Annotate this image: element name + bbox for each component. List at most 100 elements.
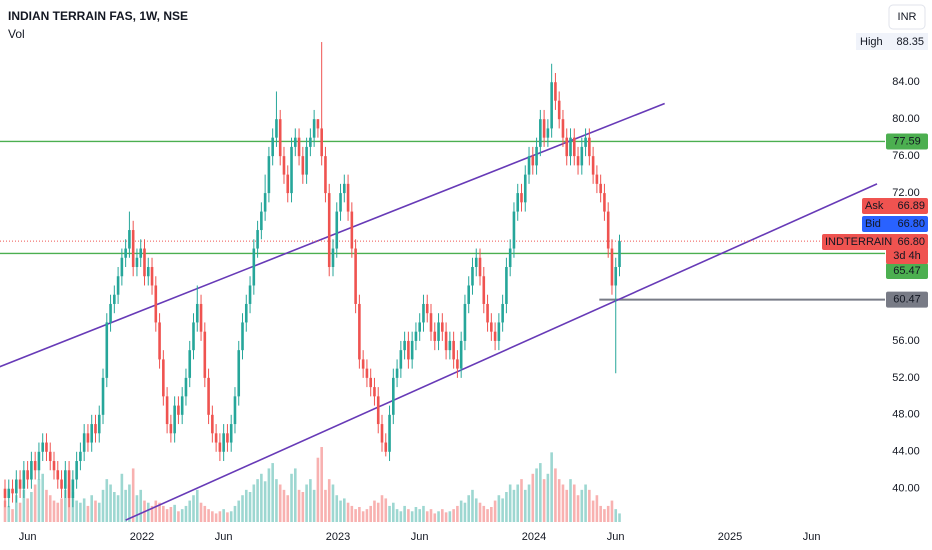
candle-body (316, 119, 320, 129)
volume-bar (56, 502, 60, 522)
volume-bar (542, 479, 546, 522)
x-tick-label: Jun (215, 531, 233, 543)
candle-body (282, 156, 286, 175)
plot-area (0, 42, 885, 522)
candle-body (143, 248, 146, 277)
candle-body (60, 479, 63, 489)
volume-bar (248, 492, 252, 522)
candle-body (75, 461, 78, 480)
candle-body (45, 442, 48, 452)
volume-bar (373, 500, 376, 522)
candle-body (94, 424, 97, 434)
volume-bar (331, 484, 335, 522)
candle-body (380, 424, 384, 443)
volume-bar (226, 512, 229, 522)
candle-body (410, 340, 414, 360)
volume-bar (369, 505, 372, 522)
candle-body (343, 183, 346, 194)
volume-bar (45, 489, 48, 522)
x-tick-label: 2025 (718, 531, 742, 543)
y-tick-label: 84.00 (892, 76, 920, 88)
candle-body (497, 322, 501, 341)
countdown-tag (886, 248, 928, 264)
volume-bar (211, 511, 214, 522)
candle-body (195, 303, 199, 323)
price-tag-label: 77.59 (893, 135, 921, 147)
candle-body (444, 331, 448, 351)
candle-body (312, 119, 316, 138)
symbol-label: INDTERRAIN (825, 236, 892, 248)
volume-bar (561, 484, 565, 522)
volume-bar (135, 495, 139, 522)
candle-body (271, 137, 274, 157)
volume-bar (139, 489, 143, 522)
volume-bar (380, 495, 384, 522)
candle-body (557, 100, 561, 120)
candle-body (327, 193, 331, 268)
volume-bar (195, 489, 199, 522)
volume-bar (37, 479, 41, 522)
candle-body (572, 137, 576, 157)
candle-body (505, 267, 508, 304)
candle-body (278, 119, 282, 157)
candle-body (403, 340, 406, 351)
volume-bar (64, 489, 67, 522)
candle-body (113, 294, 116, 304)
bid-tag (862, 216, 928, 232)
volume-bar (309, 479, 312, 522)
volume-bar (162, 505, 165, 522)
price-tag (886, 263, 928, 279)
volume-bar (595, 495, 599, 522)
volume-bar (441, 509, 444, 522)
volume-bar (15, 495, 18, 522)
high-box (856, 33, 928, 50)
candle-body (248, 285, 252, 304)
candle-body (425, 303, 429, 314)
candle-body (214, 433, 218, 443)
candle-body (309, 137, 312, 147)
candle-body (158, 322, 161, 360)
volume-bar (535, 468, 538, 522)
candle-body (124, 248, 127, 258)
candle-body (64, 470, 67, 489)
volume-bar (418, 509, 421, 522)
candle-body (535, 146, 538, 166)
candle-body (354, 248, 357, 304)
candle-body (618, 241, 621, 268)
currency[interactable]: INR (898, 11, 917, 23)
volume-bar (173, 504, 176, 522)
volume-bar (237, 500, 241, 522)
volume-bar (452, 509, 455, 522)
candle-body (441, 322, 444, 332)
volume-bar (101, 489, 105, 522)
currency-box[interactable] (888, 4, 926, 30)
candle-body (365, 368, 369, 378)
candle-body (388, 414, 391, 452)
candle-body (67, 470, 71, 498)
candle-body (452, 340, 455, 360)
candle-body (109, 303, 112, 323)
volume-bar (316, 457, 320, 522)
candle-body (82, 433, 86, 452)
volume-bar (86, 505, 90, 522)
volume-bar (580, 489, 584, 522)
candle-body (218, 442, 222, 452)
volume-bar (422, 505, 425, 522)
volume-bar (11, 509, 14, 522)
y-tick-label: 56.00 (892, 335, 920, 347)
volume-bar (505, 492, 508, 522)
volume-bar (520, 479, 523, 522)
candle-body (599, 183, 602, 194)
candle-body (490, 322, 493, 332)
volume-bar (576, 495, 580, 522)
candle-body (162, 359, 165, 397)
volume-bar (618, 513, 621, 522)
volume-bar (233, 505, 237, 522)
volume-bar (324, 489, 327, 522)
volume-bar (512, 489, 516, 522)
candle-body (290, 146, 293, 194)
volume-bar (433, 513, 437, 522)
volume-bar (361, 511, 365, 522)
y-tick-label: 48.00 (892, 409, 920, 421)
candle-body (233, 396, 237, 425)
